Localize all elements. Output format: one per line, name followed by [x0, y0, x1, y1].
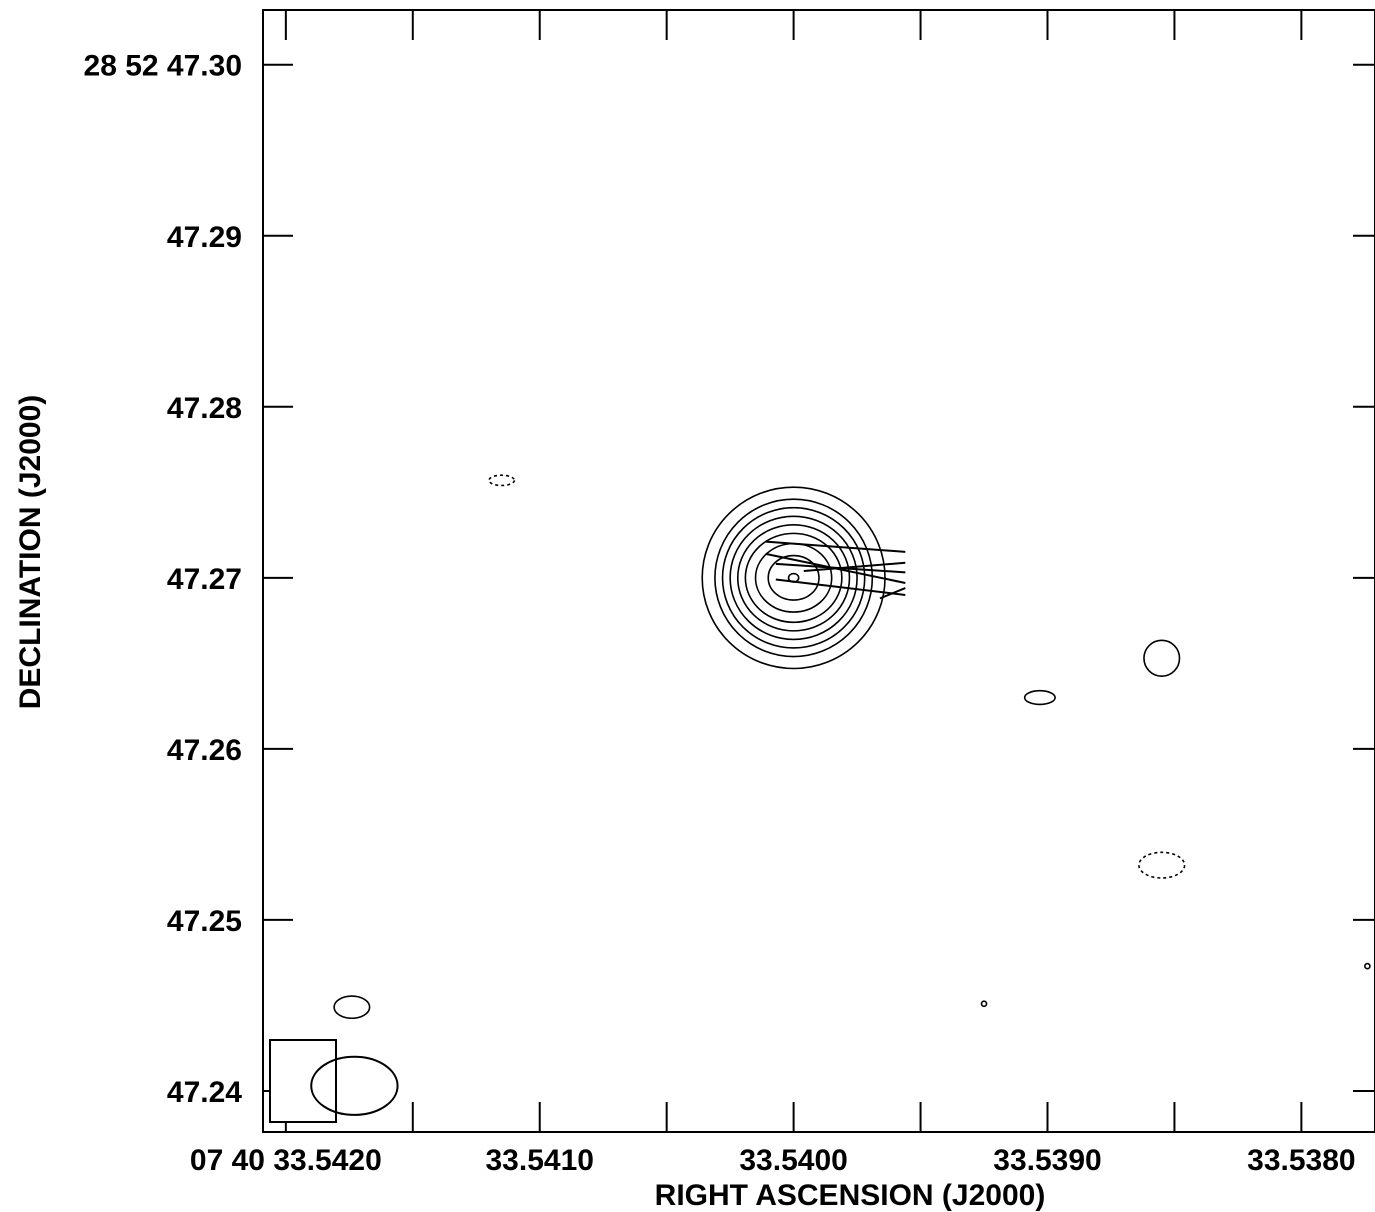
- minor-contour: [333, 995, 371, 1020]
- minor-contours: [333, 474, 1371, 1020]
- plot-frame: [262, 9, 1375, 1133]
- y-tick-label: 28 52 47.30: [84, 50, 242, 83]
- x-tick-label: 33.5380: [1247, 1144, 1355, 1177]
- y-axis-title: DECLINATION (J2000): [14, 395, 47, 710]
- beam-box: [269, 1039, 399, 1123]
- polarization-vector: [775, 578, 906, 596]
- x-tick-label: 33.5390: [993, 1144, 1101, 1177]
- polarization-vector: [803, 561, 906, 572]
- contour-level: [736, 524, 851, 632]
- contour-level: [767, 554, 820, 601]
- polarization-vectors: [765, 540, 906, 600]
- polarization-vector: [765, 540, 906, 553]
- beam-ellipse: [310, 1055, 399, 1116]
- y-tick-label: 47.27: [167, 563, 242, 596]
- minor-contour: [1023, 689, 1056, 706]
- minor-contour: [980, 1000, 988, 1008]
- x-axis-title: RIGHT ASCENSION (J2000): [655, 1179, 1046, 1212]
- x-tick-label: 33.5400: [739, 1144, 847, 1177]
- contour-level: [721, 506, 866, 649]
- x-tick-label: 33.5410: [486, 1144, 594, 1177]
- minor-contour: [1364, 962, 1371, 970]
- beam-frame: [269, 1039, 337, 1123]
- axis-ticks: [263, 10, 1375, 1132]
- contour-level: [714, 498, 874, 658]
- y-tick-label: 47.28: [167, 392, 242, 425]
- y-tick-label: 47.24: [167, 1076, 242, 1109]
- tick-labels: 07 40 33.5420 33.5410 33.5400 33.5390 33.538…: [84, 50, 1356, 1177]
- minor-contour: [1143, 639, 1181, 677]
- y-tick-label: 47.26: [167, 734, 242, 767]
- contour-level: [729, 515, 858, 641]
- negative-contour: [488, 474, 516, 487]
- y-tick-label: 47.29: [167, 221, 242, 254]
- negative-contour: [1138, 851, 1186, 879]
- source-contours: [701, 486, 886, 670]
- contour-level: [744, 532, 843, 624]
- x-tick-label: 07 40 33.5420: [190, 1144, 382, 1177]
- y-tick-label: 47.25: [167, 905, 242, 938]
- polarization-vector: [879, 587, 906, 600]
